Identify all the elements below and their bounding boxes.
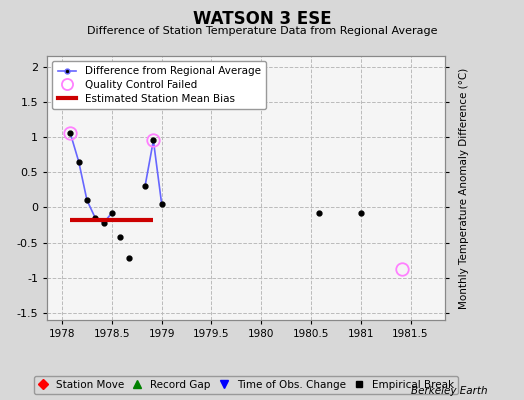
Y-axis label: Monthly Temperature Anomaly Difference (°C): Monthly Temperature Anomaly Difference (…	[458, 67, 468, 309]
Text: Berkeley Earth: Berkeley Earth	[411, 386, 487, 396]
Legend: Station Move, Record Gap, Time of Obs. Change, Empirical Break: Station Move, Record Gap, Time of Obs. C…	[34, 376, 459, 394]
Text: WATSON 3 ESE: WATSON 3 ESE	[193, 10, 331, 28]
Text: Difference of Station Temperature Data from Regional Average: Difference of Station Temperature Data f…	[87, 26, 437, 36]
